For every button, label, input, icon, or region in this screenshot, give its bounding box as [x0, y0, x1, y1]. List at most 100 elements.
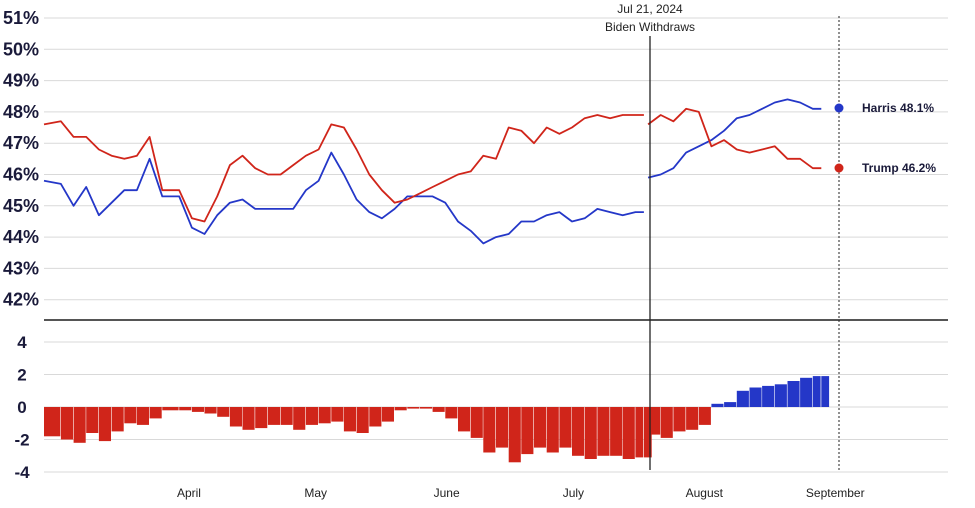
margin-bar: [673, 407, 686, 432]
margin-bar: [179, 407, 192, 411]
margin-bar: [318, 407, 331, 424]
top-y-tick-label: 46%: [3, 165, 39, 185]
bottom-y-tick-label: 0: [17, 398, 26, 417]
margin-bar: [242, 407, 255, 430]
x-axis-month-labels: April May June July August September: [177, 486, 865, 500]
x-tick-label: June: [434, 486, 460, 500]
margin-bar: [643, 407, 652, 458]
top-y-tick-label: 50%: [3, 39, 39, 59]
margin-bar: [111, 407, 124, 432]
trump-line: [43, 114, 644, 223]
x-tick-label: August: [686, 486, 724, 500]
bottom-y-tick-label: 2: [17, 366, 26, 385]
margin-bar: [73, 407, 86, 443]
margin-bar: [60, 407, 73, 440]
harris-end-dot: [834, 103, 844, 113]
x-tick-label: April: [177, 486, 201, 500]
bottom-y-tick-label: -4: [14, 463, 30, 482]
x-tick-label: July: [563, 486, 584, 500]
x-tick-label: September: [806, 486, 865, 500]
margin-bar: [749, 387, 762, 407]
margin-bar: [369, 407, 382, 427]
margin-bar: [812, 376, 821, 407]
harris-end-label: Harris 48.1%: [862, 101, 934, 115]
margin-bar: [686, 407, 699, 430]
margin-bar: [774, 384, 787, 408]
withdrawal-event-label: Biden Withdraws: [605, 20, 695, 34]
trump-end-label: Trump 46.2%: [862, 161, 936, 175]
margin-bar: [191, 407, 204, 412]
bottom-y-tick-label: 4: [17, 333, 27, 352]
margin-bar: [204, 407, 217, 414]
top-y-tick-label: 48%: [3, 102, 39, 122]
top-panel-gridlines: [44, 17, 948, 301]
margin-bar: [610, 407, 623, 456]
margin-bar: [559, 407, 572, 448]
margin-bar: [787, 381, 800, 407]
margin-bar: [597, 407, 610, 456]
margin-bar: [229, 407, 242, 427]
margin-bar: [496, 407, 509, 448]
margin-bar: [86, 407, 99, 433]
margin-bar: [407, 407, 420, 409]
margin-bar: [458, 407, 471, 432]
margin-bar: [698, 407, 711, 425]
margin-bar: [572, 407, 585, 456]
margin-bar: [293, 407, 306, 430]
margin-bar: [432, 407, 445, 412]
margin-bar: [420, 407, 433, 409]
margin-bar: [648, 407, 661, 435]
margin-bar: [343, 407, 356, 432]
margin-bar: [280, 407, 293, 425]
margin-bar: [584, 407, 597, 459]
top-y-tick-label: 44%: [3, 227, 39, 247]
margin-bars: [44, 376, 830, 463]
margin-bar: [821, 376, 830, 407]
top-y-tick-label: 45%: [3, 196, 39, 216]
margin-bar: [635, 407, 644, 458]
top-panel-y-ticks: 51% 50% 49% 48% 47% 46% 45% 44% 43% 42%: [3, 8, 39, 310]
margin-bar: [356, 407, 369, 433]
margin-bar: [445, 407, 458, 419]
harris-line: [43, 151, 644, 245]
withdrawal-date-label: Jul 21, 2024: [617, 2, 683, 16]
margin-bar: [470, 407, 483, 438]
margin-bar: [521, 407, 534, 455]
margin-bar: [381, 407, 394, 422]
margin-bar: [534, 407, 547, 448]
trump-end-dot: [834, 163, 844, 173]
margin-bar: [800, 377, 813, 408]
x-tick-label: May: [304, 486, 327, 500]
margin-bar: [762, 385, 775, 407]
margin-bar: [546, 407, 559, 453]
margin-bar: [483, 407, 496, 453]
margin-bar: [660, 407, 673, 438]
margin-bar: [162, 407, 179, 411]
margin-bar: [724, 402, 737, 407]
top-y-tick-label: 43%: [3, 258, 39, 278]
margin-bar: [217, 407, 230, 417]
margin-bar: [149, 407, 162, 419]
margin-bar: [711, 403, 724, 408]
top-y-tick-label: 51%: [3, 8, 39, 28]
top-y-tick-label: 42%: [3, 290, 39, 310]
margin-bar: [136, 407, 149, 425]
margin-bar: [394, 407, 407, 411]
margin-bar: [124, 407, 137, 424]
top-y-tick-label: 47%: [3, 133, 39, 153]
bottom-y-tick-label: -2: [14, 431, 29, 450]
margin-bar: [255, 407, 268, 429]
harris-line: [647, 98, 822, 179]
margin-bar: [305, 407, 318, 425]
margin-bar: [622, 407, 635, 459]
margin-bar: [98, 407, 111, 442]
margin-bar: [508, 407, 521, 463]
bottom-panel-y-ticks: 4 2 0 -2 -4: [14, 333, 30, 482]
poll-lines: [43, 98, 822, 245]
margin-bar: [44, 407, 61, 437]
margin-bar: [331, 407, 344, 422]
margin-bar: [736, 390, 749, 408]
top-y-tick-label: 49%: [3, 71, 39, 91]
margin-bar: [267, 407, 280, 425]
